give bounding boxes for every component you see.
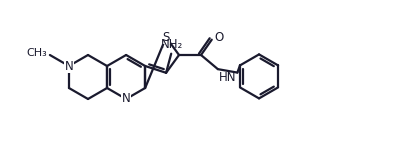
Text: O: O — [215, 31, 224, 44]
Text: S: S — [163, 31, 170, 44]
Text: HN: HN — [219, 71, 236, 84]
Text: N: N — [122, 93, 131, 105]
Text: N: N — [65, 60, 73, 72]
Text: NH₂: NH₂ — [161, 38, 184, 51]
Text: CH₃: CH₃ — [26, 48, 47, 58]
